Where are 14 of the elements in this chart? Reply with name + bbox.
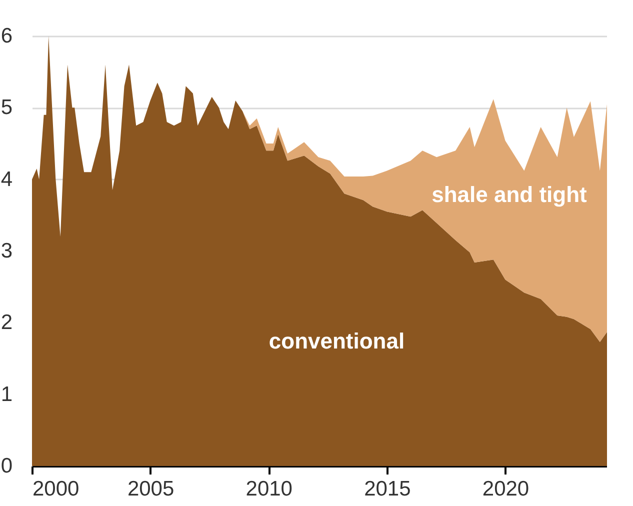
x-tick-label: 2010 bbox=[246, 478, 292, 500]
x-tick-label: 2015 bbox=[364, 478, 411, 500]
series-label: conventional bbox=[268, 328, 405, 354]
series-label: shale and tight bbox=[432, 182, 588, 208]
y-tick-label: 5 bbox=[0, 96, 12, 120]
y-tick-label: 3 bbox=[0, 240, 12, 262]
y-tick-label: 6 bbox=[0, 24, 12, 48]
x-tick-label: 2005 bbox=[127, 478, 174, 500]
y-tick-label: 1 bbox=[0, 382, 12, 406]
y-tick-label: 2 bbox=[0, 311, 12, 334]
y-tick-label: 4 bbox=[0, 168, 13, 191]
x-tick-label: 2000 bbox=[32, 478, 80, 500]
x-tick-label: 2020 bbox=[482, 478, 530, 500]
y-tick-label: 0 bbox=[0, 454, 12, 478]
